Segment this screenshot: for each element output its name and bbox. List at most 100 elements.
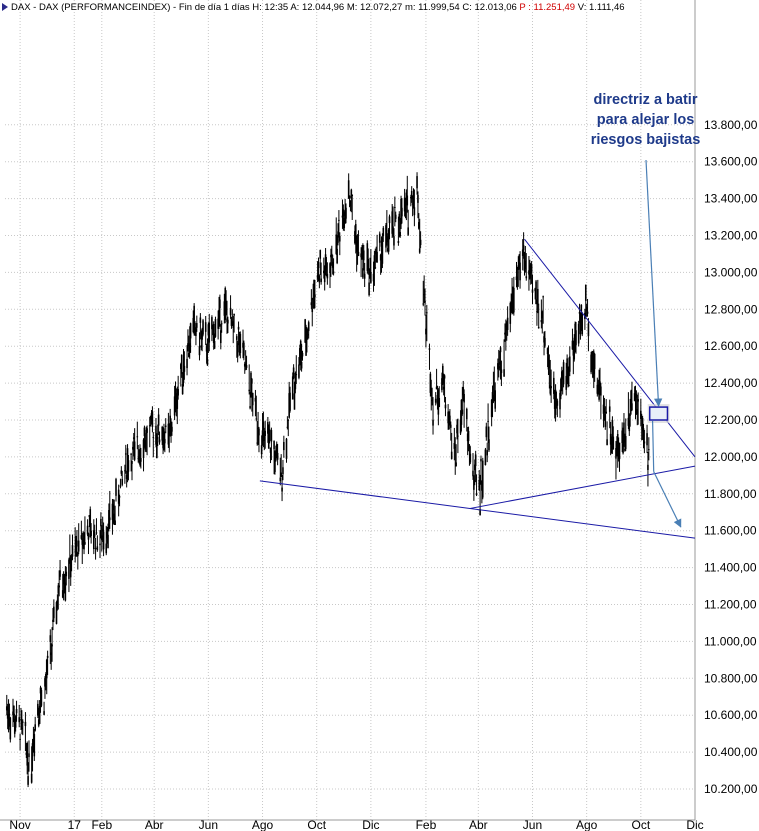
price-bar-body <box>469 453 472 463</box>
price-bar-body <box>124 470 126 472</box>
price-bar-body <box>435 386 438 390</box>
price-bar-body <box>236 343 239 357</box>
price-bar-body <box>484 449 487 466</box>
price-bar-body <box>486 450 489 456</box>
price-bar-body <box>510 302 512 312</box>
price-bar-body <box>647 464 649 470</box>
price-bar-body <box>497 366 500 369</box>
price-bar-body <box>335 234 338 254</box>
price-bar-body <box>169 415 171 436</box>
arrow-to-downside <box>653 471 682 528</box>
price-bar-body <box>177 389 179 396</box>
price-bar-body <box>487 420 489 422</box>
price-bar-body <box>544 337 546 346</box>
price-bar-body <box>45 673 47 679</box>
annotation-line-3: riesgos bajistas <box>590 132 701 148</box>
price-bar-body <box>398 213 401 221</box>
price-bar-body <box>199 317 202 323</box>
price-bar-body <box>541 311 544 319</box>
price-bar-body <box>161 426 163 441</box>
open-value: A: 12.044,96 <box>290 2 345 13</box>
price-bar-body <box>436 395 439 405</box>
price-bar-body <box>183 365 186 372</box>
price-bar-body <box>90 530 92 536</box>
price-bar-body <box>332 271 335 274</box>
price-bar-body <box>146 428 148 433</box>
price-bar-body <box>449 424 452 428</box>
price-bar-body <box>517 265 520 270</box>
trend-line <box>259 480 696 539</box>
price-bar-body <box>206 358 209 366</box>
price-bar-body <box>354 224 357 240</box>
price-bar-body <box>617 453 620 460</box>
price-bar-body <box>628 420 631 432</box>
annotation-line-1: directriz a batir <box>593 92 698 108</box>
price-bar-body <box>562 362 565 385</box>
price-bar-body <box>269 447 272 453</box>
price-bar-body <box>9 717 12 740</box>
price-bar-body <box>345 207 347 219</box>
price-bar-body <box>550 386 552 389</box>
price-bar-body <box>121 478 124 485</box>
price-bar-body <box>77 553 79 557</box>
price-bar-body <box>99 543 101 546</box>
price-bar-body <box>251 392 254 406</box>
price-bar-body <box>450 451 453 460</box>
price-bar-body <box>571 340 574 350</box>
price-bar-body <box>430 387 433 396</box>
price-bar-body <box>534 288 536 292</box>
price-bar-body <box>442 386 445 390</box>
price-bar-body <box>227 319 229 324</box>
price-bar-body <box>84 542 86 545</box>
price-bar-body <box>362 268 364 278</box>
price-bar-body <box>400 198 402 225</box>
y-tick-label: 13.000,00 <box>704 265 758 279</box>
price-bar-body <box>25 752 28 755</box>
price-bar-body <box>618 442 621 460</box>
price-bar-body <box>457 435 459 437</box>
price-bar-body <box>45 659 48 678</box>
y-tick-label: 11.000,00 <box>704 634 757 648</box>
price-bar-body <box>270 430 273 442</box>
price-bar-body <box>373 255 376 269</box>
price-bar-body <box>494 390 496 409</box>
price-bar-body <box>330 253 333 256</box>
annotation-text: directriz a batir para alejar los riesgo… <box>578 90 713 150</box>
price-value: P : 11.251,49 <box>519 2 576 13</box>
price-bar-body <box>385 225 387 248</box>
price-bar-body <box>275 451 277 461</box>
price-bar-body <box>379 254 382 261</box>
price-bars <box>5 172 650 788</box>
price-bar-body <box>81 538 84 545</box>
price-bar-body <box>412 195 415 200</box>
price-bar-body <box>194 323 196 333</box>
price-bar-body <box>411 203 414 205</box>
price-bar-body <box>472 470 474 477</box>
price-bar-body <box>593 353 596 370</box>
instrument-name: DAX - DAX (PERFORMANCEINDEX) <box>11 2 171 13</box>
price-bar-body <box>512 308 514 313</box>
price-bar-body <box>58 585 60 588</box>
price-bar-body <box>488 439 490 451</box>
price-bar-body <box>119 485 122 487</box>
price-bar-body <box>441 378 443 391</box>
price-bar-body <box>393 236 395 246</box>
price-bar-body <box>33 734 36 757</box>
price-bar-body <box>407 227 409 235</box>
price-bar-body <box>232 321 235 328</box>
price-bar-body <box>376 251 378 263</box>
price-bar-body <box>424 301 426 303</box>
price-bar-body <box>606 439 608 446</box>
price-bar-body <box>279 477 282 482</box>
price-bar-body <box>170 421 172 429</box>
price-bar-body <box>89 509 92 538</box>
price-bar-body <box>171 426 173 432</box>
price-bar-body <box>181 384 184 395</box>
price-bar-body <box>461 409 464 415</box>
price-bar-body <box>118 496 121 498</box>
price-bar-body <box>144 440 147 450</box>
price-bar-body <box>403 197 406 212</box>
price-bar-body <box>8 713 11 716</box>
price-bar-body <box>187 343 189 347</box>
price-bar-body <box>347 180 350 199</box>
